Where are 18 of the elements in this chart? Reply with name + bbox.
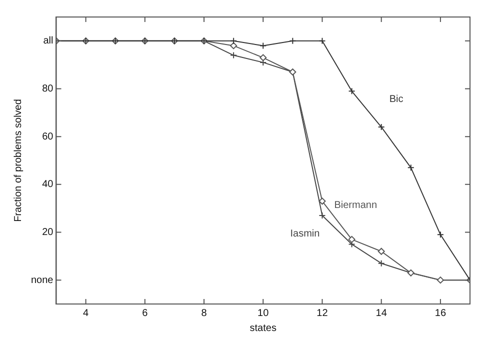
x-tick-label: 12 — [316, 308, 328, 319]
text: Bic — [389, 94, 404, 105]
series-label: Biermann — [334, 200, 378, 211]
y-tick-label: 60 — [42, 131, 54, 142]
y-axis-title: Fraction of problems solved — [12, 99, 24, 222]
x-tick-label: 10 — [258, 308, 270, 319]
x-tick-label: 8 — [201, 308, 208, 319]
y-tick-label: 80 — [42, 84, 54, 94]
x-tick-label: 6 — [142, 308, 148, 319]
y-tick-label: 40 — [42, 179, 54, 190]
y-tick-label: 20 — [42, 227, 54, 238]
y-tick-label: all — [43, 36, 54, 47]
x-tick-label: 4 — [83, 308, 90, 319]
x-axis-title: states — [250, 322, 276, 334]
y-tick-label: none — [30, 274, 54, 286]
series-label: Iasmin — [290, 228, 320, 240]
x-tick-label: 14 — [376, 308, 388, 319]
x-tick-label: 16 — [434, 308, 446, 319]
